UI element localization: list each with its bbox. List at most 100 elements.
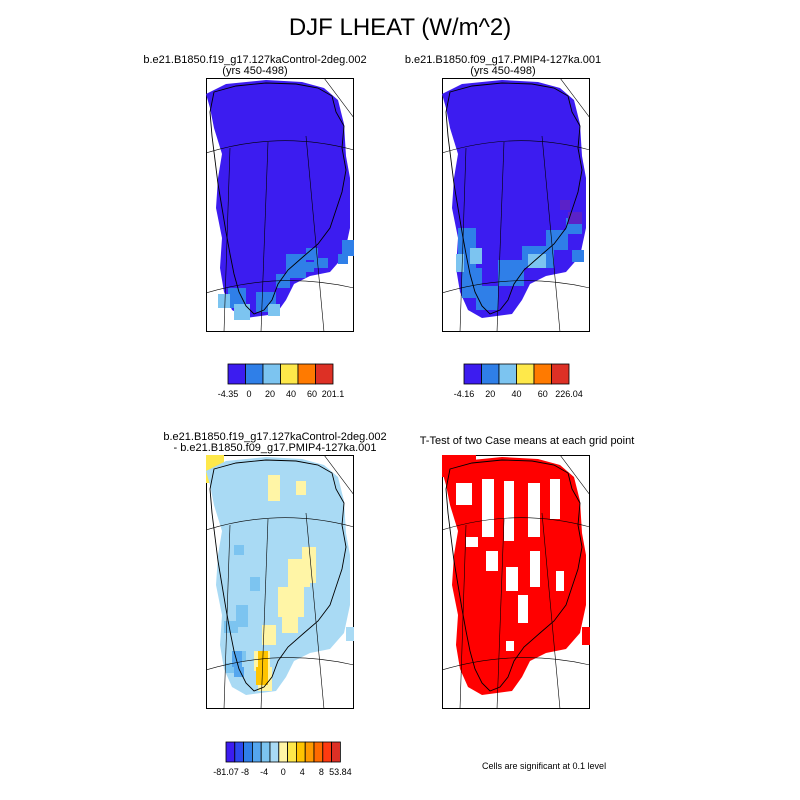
colorbar-1-box	[280, 363, 299, 385]
panel-2-title-line2: (yrs 450-498)	[470, 65, 536, 77]
longitude-line	[496, 518, 505, 709]
lheat-cell	[456, 254, 464, 272]
insignificant-cell	[482, 479, 494, 537]
lheat-cell	[218, 294, 230, 308]
colorbar-2-box	[463, 363, 482, 385]
diff-cell	[262, 625, 276, 645]
colorbar-1-tick-label: 60	[307, 389, 317, 399]
map-panel-4	[442, 455, 590, 709]
longitude-line	[541, 135, 561, 332]
colorbar-2-tick-label: 226.04	[555, 389, 583, 399]
panel-1-title-line1: b.e21.B1850.f19_g17.127kaControl-2deg.00…	[143, 54, 367, 66]
longitude-line	[496, 141, 505, 332]
greenland-coastline	[445, 82, 583, 315]
colorbar-2-box	[533, 363, 552, 385]
lheat-cell	[306, 248, 318, 260]
colorbar-2-tick-label: 60	[538, 389, 548, 399]
panel-3-title-line2: - b.e21.B1850.f09_g17.PMIP4-127ka.001	[173, 442, 377, 454]
insignificant-cell	[518, 595, 528, 623]
colorbar-1-box	[262, 363, 281, 385]
map-content	[442, 455, 590, 709]
insignificant-cell	[550, 479, 560, 519]
insignificant-cell	[528, 483, 540, 537]
map-content	[206, 78, 354, 332]
insignificant-cell	[530, 551, 540, 587]
panel-3-title-line1: b.e21.B1850.f19_g17.127kaControl-2deg.00…	[163, 431, 387, 443]
panel-4-title: T-Test of two Case means at each grid po…	[392, 436, 662, 447]
lheat-cell	[302, 262, 314, 272]
greenland-coastline	[445, 459, 583, 692]
insignificant-cell	[556, 571, 564, 591]
colorbar-1-box	[245, 363, 264, 385]
lheat-cell	[314, 258, 328, 268]
diff-cell	[346, 627, 354, 641]
map-panel-1	[206, 78, 354, 332]
latitude-line	[206, 140, 354, 154]
colorbar-3-tick-label: -81.07	[213, 767, 239, 777]
colorbar-3-box	[243, 741, 253, 763]
lheat-cell	[528, 254, 546, 268]
greenland-coastline	[209, 459, 347, 692]
greenland-coastline	[209, 82, 347, 315]
diff-cell	[250, 577, 260, 591]
lheat-cell	[476, 286, 498, 310]
longitude-line	[323, 78, 354, 119]
diff-cell	[224, 621, 238, 633]
longitude-line	[559, 78, 590, 119]
panel-1-title-line2: (yrs 450-498)	[222, 65, 288, 77]
longitude-line	[260, 518, 269, 709]
lheat-cell	[276, 274, 290, 288]
diff-cell	[278, 587, 304, 617]
colorbar-panel-3: -81.07 -8 -4 0 4 8 53.84	[213, 741, 352, 777]
colorbar-2-tick-label: -4.16	[454, 389, 475, 399]
insignificant-cell	[486, 551, 498, 571]
panel-2-title-line1: b.e21.B1850.f09_g17.PMIP4-127ka.001	[404, 54, 602, 66]
colorbar-3-tick-label: 53.84	[329, 767, 352, 777]
colorbar-1-box	[297, 363, 316, 385]
map-panel-3	[206, 455, 354, 709]
figure-title: DJF LHEAT (W/m^2)	[288, 14, 512, 41]
colorbar-1-tick-label: 201.1	[322, 389, 345, 399]
longitude-line	[260, 141, 269, 332]
colorbar-3-box	[269, 741, 280, 763]
latitude-line	[442, 140, 590, 154]
longitude-line	[559, 455, 590, 496]
insignificant-cell	[504, 481, 514, 541]
lheat-cell	[572, 250, 584, 262]
colorbar-panel-1: -4.35 0 20 40 60 201.1	[218, 363, 345, 399]
insignificant-cell	[466, 537, 478, 547]
lheat-cell	[568, 212, 582, 224]
insignificant-cell	[456, 483, 472, 505]
diff-cell	[296, 481, 306, 495]
diff-field	[206, 457, 350, 695]
lheat-cell	[286, 254, 306, 278]
lheat-cell	[498, 260, 524, 286]
colorbar-3-tick-label: -8	[241, 767, 249, 777]
colorbar-3-box	[296, 741, 306, 763]
colorbar-3-tick-label: -4	[260, 767, 268, 777]
colorbar-3-box	[234, 741, 244, 763]
colorbar-2-box	[498, 363, 517, 385]
diff-cell	[234, 545, 244, 555]
longitude-line	[323, 455, 354, 496]
colorbar-3-tick-label: 0	[281, 767, 286, 777]
panel-2-title: b.e21.B1850.f09_g17.PMIP4-127ka.001 (yrs…	[382, 55, 624, 77]
colorbar-2-tick-label: 40	[511, 389, 521, 399]
diff-cell	[288, 559, 310, 587]
lheat-cell	[338, 254, 348, 264]
colorbar-3-box	[252, 741, 262, 763]
panel-4-title-line1: T-Test of two Case means at each grid po…	[419, 435, 635, 447]
colorbar-3-box	[225, 741, 236, 763]
lheat-cell	[342, 240, 354, 256]
colorbar-3-box	[287, 741, 297, 763]
diff-cell	[236, 605, 248, 627]
colorbar-2-box	[551, 363, 570, 385]
colorbar-2-tick-label: 20	[485, 389, 495, 399]
map-content	[442, 78, 590, 332]
map-content	[206, 455, 354, 709]
latitude-line	[206, 517, 354, 531]
colorbar-panel-2: -4.16 20 40 60 226.04	[454, 363, 583, 399]
longitude-line	[305, 512, 325, 709]
panel-3-title: b.e21.B1850.f19_g17.127kaControl-2deg.00…	[132, 432, 418, 454]
diff-cell	[282, 615, 298, 633]
